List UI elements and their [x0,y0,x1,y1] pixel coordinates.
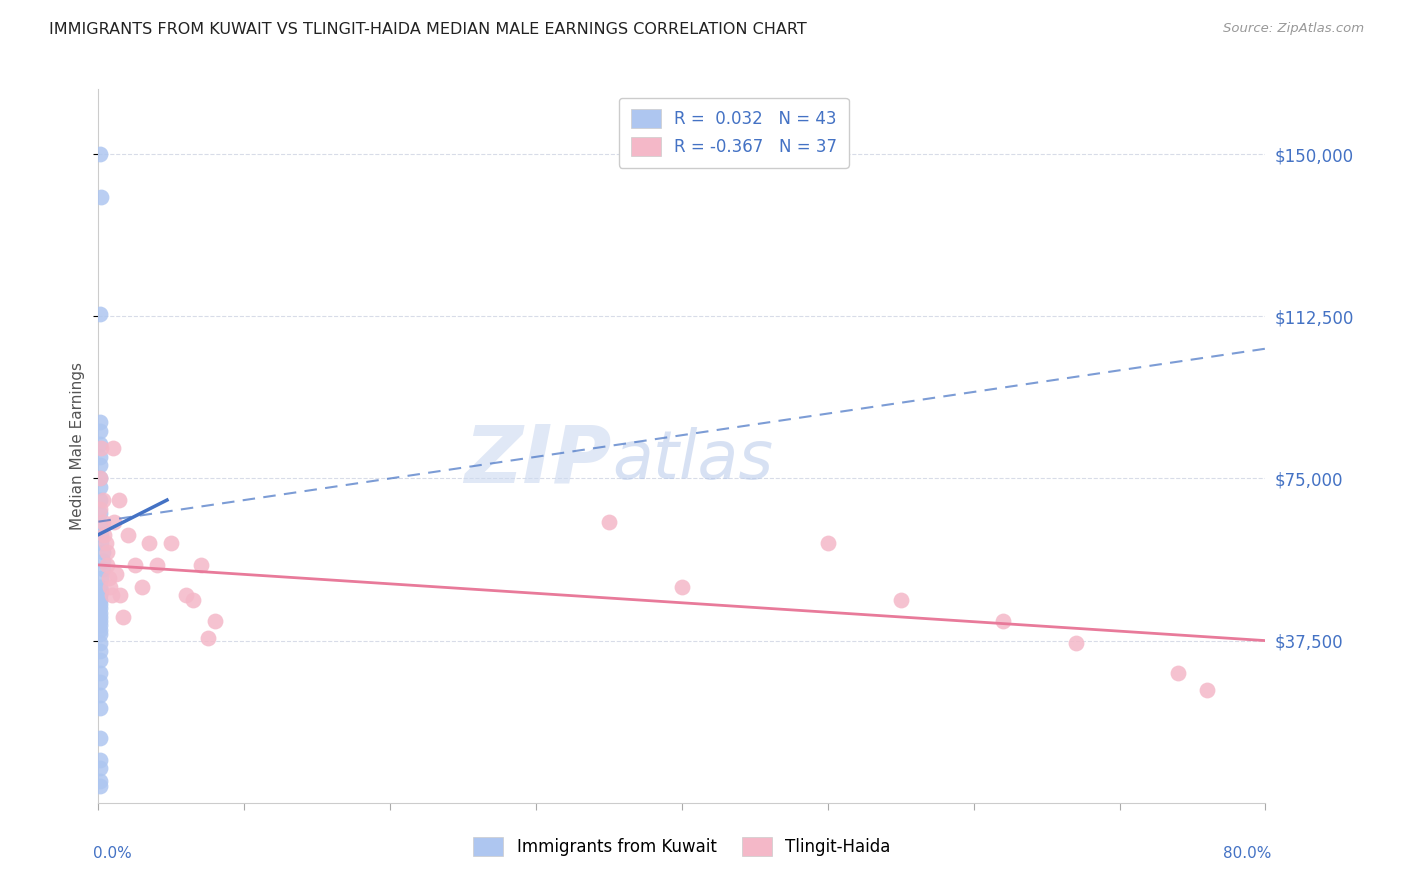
Point [890,592,912,607]
Text: 0.0%: 0.0% [93,846,131,861]
Point [204,614,226,628]
Point [91,562,114,576]
Point [89,592,111,607]
Point [91,553,114,567]
Point [93,527,115,541]
Point [89,606,111,620]
Point [89,597,111,611]
Point [817,536,839,550]
Point [89,471,111,485]
Point [91,493,114,508]
Point [146,558,169,572]
Point [89,614,111,628]
Point [89,674,111,689]
Point [90,583,112,598]
Point [190,558,212,572]
Point [89,580,111,594]
Point [96,558,118,572]
Point [89,450,111,464]
Point [89,761,111,775]
Point [91,545,114,559]
Point [97,571,120,585]
Point [89,618,111,632]
Point [117,527,139,541]
Point [197,632,219,646]
Point [89,601,111,615]
Point [94,536,117,550]
Point [89,458,111,473]
Point [174,588,197,602]
Point [89,779,111,793]
Point [98,580,121,594]
Point [90,536,112,550]
Point [124,558,146,572]
Legend: Immigrants from Kuwait, Tlingit-Haida: Immigrants from Kuwait, Tlingit-Haida [464,827,900,866]
Text: ZIP: ZIP [464,421,612,500]
Point [108,493,131,508]
Point [100,588,122,602]
Point [89,774,111,789]
Point [89,519,111,533]
Point [991,614,1014,628]
Point [89,437,111,451]
Point [89,480,111,494]
Point [103,515,125,529]
Point [91,515,114,529]
Text: IMMIGRANTS FROM KUWAIT VS TLINGIT-HAIDA MEDIAN MALE EARNINGS CORRELATION CHART: IMMIGRANTS FROM KUWAIT VS TLINGIT-HAIDA … [49,22,807,37]
Point [598,515,620,529]
Point [89,731,111,745]
Text: Source: ZipAtlas.com: Source: ZipAtlas.com [1223,22,1364,36]
Point [110,588,132,602]
Point [89,653,111,667]
Point [89,753,111,767]
Point [138,536,160,550]
Point [89,506,111,520]
Point [89,493,111,508]
Point [89,424,111,438]
Y-axis label: Median Male Earnings: Median Male Earnings [70,362,86,530]
Point [1167,666,1189,681]
Point [1064,636,1087,650]
Point [89,471,111,485]
Point [90,571,112,585]
Point [131,580,153,594]
Point [89,588,111,602]
Point [89,623,111,637]
Point [89,627,111,641]
Point [90,190,112,204]
Point [89,700,111,714]
Point [89,147,111,161]
Point [671,580,693,594]
Text: 80.0%: 80.0% [1223,846,1271,861]
Point [89,501,111,516]
Point [112,610,135,624]
Point [89,636,111,650]
Point [89,666,111,681]
Point [101,441,124,455]
Text: atlas: atlas [612,427,773,493]
Point [89,644,111,658]
Point [89,610,111,624]
Point [89,307,111,321]
Point [89,415,111,429]
Point [89,688,111,702]
Point [96,545,118,559]
Point [1195,683,1218,698]
Point [90,527,112,541]
Point [181,592,204,607]
Point [90,441,112,455]
Point [160,536,183,550]
Point [104,566,127,581]
